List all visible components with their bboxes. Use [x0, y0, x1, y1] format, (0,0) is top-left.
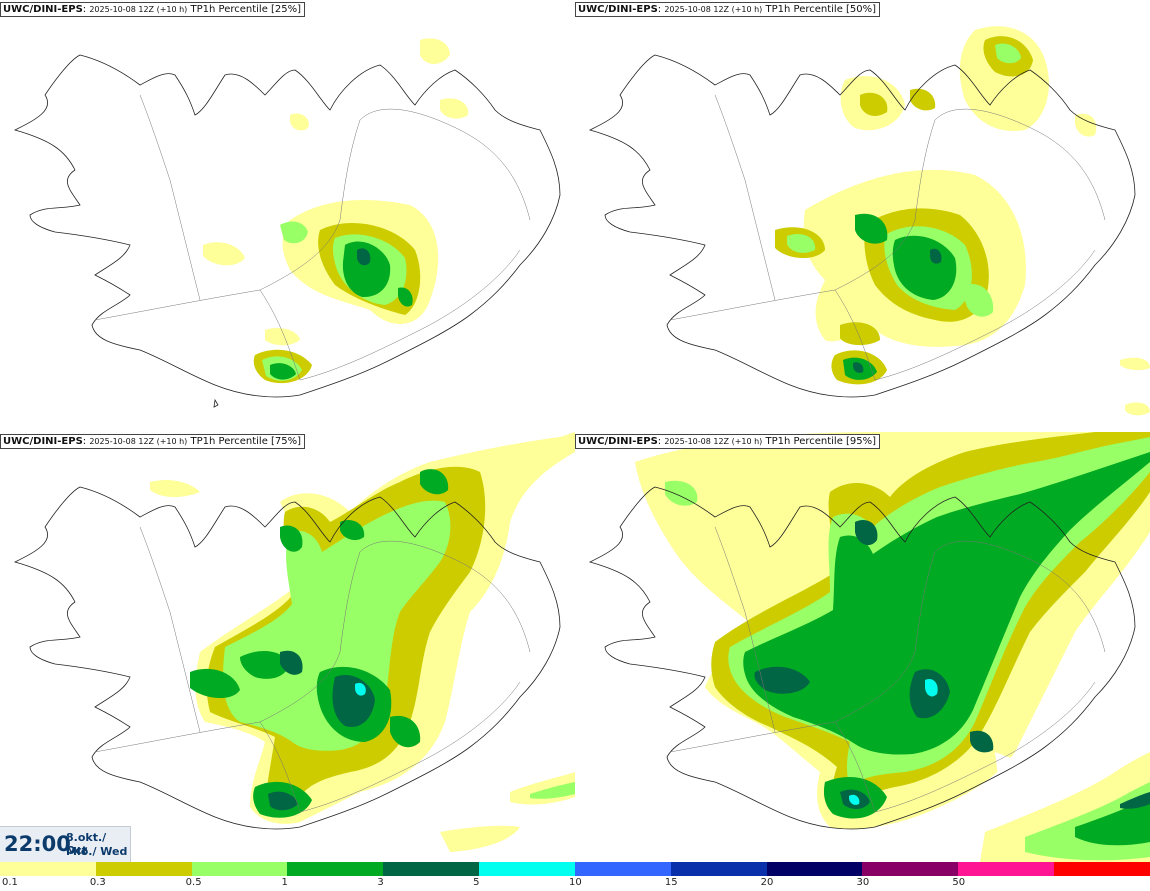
- iceland-coastline: [13, 54, 561, 408]
- precip-fill: [635, 432, 1150, 862]
- road-network: [669, 526, 1106, 813]
- road-network: [94, 94, 531, 381]
- road-network: [94, 526, 531, 813]
- legend-tick-label: 0.3: [89, 877, 106, 888]
- precip-fill: [203, 38, 469, 384]
- legend-tick-label: 0.1: [2, 877, 18, 888]
- legend-tick-label: 5: [473, 877, 480, 888]
- map-panel-p75: UWC/DINI-EPS: 2025-10-08 12Z (+10 h) TP1…: [0, 432, 575, 862]
- map-panel-p95: UWC/DINI-EPS: 2025-10-08 12Z (+10 h) TP1…: [575, 432, 1150, 862]
- legend-swatch: [287, 862, 384, 876]
- model-name: UWC/DINI-EPS: [3, 4, 83, 15]
- iceland-coastline: [588, 54, 1136, 398]
- color-legend-labels: 0.1 0.3 0.5 1 3 5 10 15 20 30 50: [0, 876, 1150, 891]
- legend-swatch: [670, 862, 767, 876]
- road-network: [669, 94, 1106, 381]
- precip-map-p25: [13, 38, 561, 408]
- valid-time: 22:00: [4, 832, 71, 856]
- panel-title: UWC/DINI-EPS: 2025-10-08 12Z (+10 h) TP1…: [0, 2, 306, 17]
- legend-tick-label: 15: [664, 877, 678, 888]
- legend-swatch: [574, 862, 671, 876]
- precip-fill: [775, 26, 1150, 416]
- precip-fill: [150, 432, 575, 852]
- legend-swatch: [766, 862, 863, 876]
- valid-date-line2: Mið./ Wed: [66, 845, 128, 858]
- iceland-coastline: [588, 486, 1136, 830]
- legend-swatch: [191, 862, 288, 876]
- model-name: UWC/DINI-EPS: [578, 436, 658, 447]
- legend-swatch: [479, 862, 575, 876]
- panel-title: UWC/DINI-EPS: 2025-10-08 12Z (+10 h) TP1…: [575, 434, 881, 449]
- legend-swatch: [1054, 862, 1150, 876]
- legend-tick-label: 3: [377, 877, 384, 888]
- precip-map-p50: [588, 26, 1150, 416]
- legend-tick-label: 50: [952, 877, 966, 888]
- panel-title: UWC/DINI-EPS: 2025-10-08 12Z (+10 h) TP1…: [575, 2, 881, 17]
- field-name: TP1h Percentile [50%]: [765, 4, 877, 15]
- map-panel-p50: UWC/DINI-EPS: 2025-10-08 12Z (+10 h) TP1…: [575, 0, 1150, 430]
- panel-title: UWC/DINI-EPS: 2025-10-08 12Z (+10 h) TP1…: [0, 434, 306, 449]
- run-info: 2025-10-08 12Z (+10 h): [89, 437, 188, 446]
- field-name: TP1h Percentile [25%]: [190, 4, 302, 15]
- legend-tick-label: 1: [281, 877, 288, 888]
- run-info: 2025-10-08 12Z (+10 h): [664, 437, 763, 446]
- precip-map-p75: [13, 432, 575, 852]
- iceland-coastline: [13, 486, 561, 830]
- legend-swatch: [0, 862, 96, 876]
- field-name: TP1h Percentile [95%]: [765, 436, 877, 447]
- field-name: TP1h Percentile [75%]: [190, 436, 302, 447]
- map-panel-p25: UWC/DINI-EPS: 2025-10-08 12Z (+10 h) TP1…: [0, 0, 575, 430]
- valid-time-box: 22:00 8.okt./ Oct Mið./ Wed: [0, 826, 131, 863]
- legend-tick-label: 20: [760, 877, 774, 888]
- color-legend-bar: [0, 862, 1150, 876]
- legend-swatch: [862, 862, 959, 876]
- legend-tick-label: 10: [569, 877, 582, 888]
- model-name: UWC/DINI-EPS: [578, 4, 658, 15]
- model-name: UWC/DINI-EPS: [3, 436, 83, 447]
- legend-swatch: [383, 862, 480, 876]
- legend-swatch: [958, 862, 1055, 876]
- legend-tick-label: 30: [856, 877, 870, 888]
- legend-swatch: [95, 862, 192, 876]
- run-info: 2025-10-08 12Z (+10 h): [664, 5, 763, 14]
- run-info: 2025-10-08 12Z (+10 h): [89, 5, 188, 14]
- precip-map-p95: [588, 432, 1150, 862]
- valid-date-line1: 8.okt./ Oct: [66, 831, 107, 857]
- legend-tick-label: 0.5: [185, 877, 202, 888]
